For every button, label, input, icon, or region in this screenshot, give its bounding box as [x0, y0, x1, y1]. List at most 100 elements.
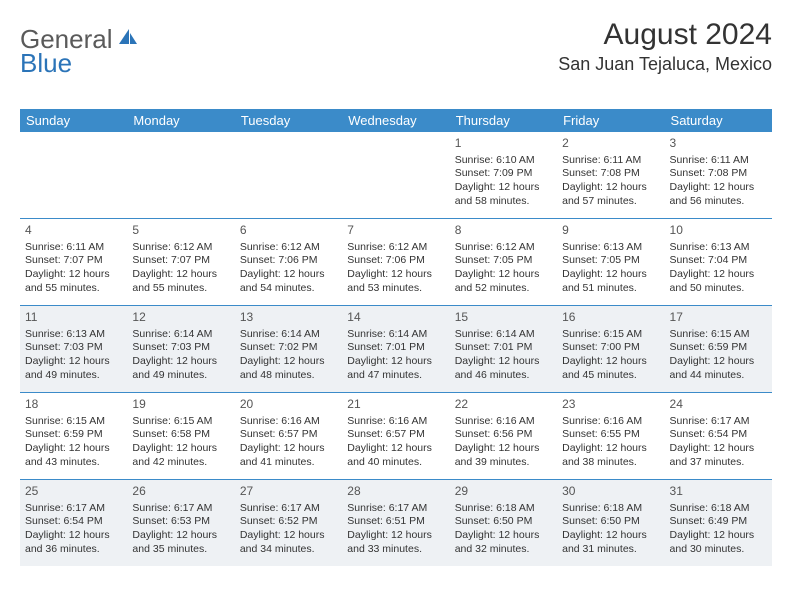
- day-number: 27: [240, 484, 337, 500]
- day-number: 29: [455, 484, 552, 500]
- day-cell: [127, 132, 234, 218]
- day-header-row: SundayMondayTuesdayWednesdayThursdayFrid…: [20, 109, 772, 132]
- sunrise-text: Sunrise: 6:13 AM: [562, 241, 659, 255]
- daylight-text: Daylight: 12 hours and 52 minutes.: [455, 268, 552, 295]
- day-number: 10: [670, 223, 767, 239]
- day-number: 19: [132, 397, 229, 413]
- day-number: 9: [562, 223, 659, 239]
- day-cell: 29Sunrise: 6:18 AMSunset: 6:50 PMDayligh…: [450, 480, 557, 566]
- week-row: 25Sunrise: 6:17 AMSunset: 6:54 PMDayligh…: [20, 480, 772, 566]
- daylight-text: Daylight: 12 hours and 50 minutes.: [670, 268, 767, 295]
- location-text: San Juan Tejaluca, Mexico: [558, 54, 772, 75]
- day-number: 28: [347, 484, 444, 500]
- sunrise-text: Sunrise: 6:17 AM: [670, 415, 767, 429]
- week-row: 4Sunrise: 6:11 AMSunset: 7:07 PMDaylight…: [20, 219, 772, 306]
- day-header: Saturday: [665, 109, 772, 132]
- sunrise-text: Sunrise: 6:13 AM: [670, 241, 767, 255]
- sunrise-text: Sunrise: 6:16 AM: [455, 415, 552, 429]
- sunrise-text: Sunrise: 6:12 AM: [240, 241, 337, 255]
- day-number: 5: [132, 223, 229, 239]
- daylight-text: Daylight: 12 hours and 30 minutes.: [670, 529, 767, 556]
- sunrise-text: Sunrise: 6:17 AM: [132, 502, 229, 516]
- day-cell: 27 Sunrise: 6:17 AMSunset: 6:52 PMDayligh…: [235, 480, 342, 566]
- calendar: SundayMondayTuesdayWednesdayThursdayFrid…: [20, 109, 772, 566]
- sunrise-text: Sunrise: 6:12 AM: [347, 241, 444, 255]
- day-number: 3: [670, 136, 767, 152]
- sunset-text: Sunset: 6:54 PM: [670, 428, 767, 442]
- logo-sail-icon: [117, 27, 139, 52]
- header: General August 2024 San Juan Tejaluca, M…: [20, 18, 772, 75]
- day-cell: 9Sunrise: 6:13 AMSunset: 7:05 PMDaylight…: [557, 219, 664, 305]
- daylight-text: Daylight: 12 hours and 33 minutes.: [347, 529, 444, 556]
- day-cell: 8Sunrise: 6:12 AMSunset: 7:05 PMDaylight…: [450, 219, 557, 305]
- day-cell: 24Sunrise: 6:17 AMSunset: 6:54 PMDayligh…: [665, 393, 772, 479]
- day-cell: 21Sunrise: 6:16 AMSunset: 6:57 PMDayligh…: [342, 393, 449, 479]
- daylight-text: Daylight: 12 hours and 36 minutes.: [25, 529, 122, 556]
- month-title: August 2024: [558, 18, 772, 52]
- sunset-text: Sunset: 6:49 PM: [670, 515, 767, 529]
- day-number: 4: [25, 223, 122, 239]
- sunset-text: Sunset: 6:52 PM: [240, 515, 337, 529]
- sunrise-text: Sunrise: 6:10 AM: [455, 154, 552, 168]
- sunrise-text: Sunrise: 6:17 AM: [240, 502, 337, 516]
- sunset-text: Sunset: 7:02 PM: [240, 341, 337, 355]
- sunrise-text: Sunrise: 6:17 AM: [25, 502, 122, 516]
- day-number: 15: [455, 310, 552, 326]
- daylight-text: Daylight: 12 hours and 40 minutes.: [347, 442, 444, 469]
- day-number: 14: [347, 310, 444, 326]
- title-block: August 2024 San Juan Tejaluca, Mexico: [558, 18, 772, 75]
- sunset-text: Sunset: 6:50 PM: [562, 515, 659, 529]
- sunset-text: Sunset: 6:59 PM: [25, 428, 122, 442]
- daylight-text: Daylight: 12 hours and 41 minutes.: [240, 442, 337, 469]
- sunrise-text: Sunrise: 6:16 AM: [347, 415, 444, 429]
- day-header: Thursday: [450, 109, 557, 132]
- sunrise-text: Sunrise: 6:14 AM: [132, 328, 229, 342]
- daylight-text: Daylight: 12 hours and 42 minutes.: [132, 442, 229, 469]
- day-number: 1: [455, 136, 552, 152]
- day-cell: 16Sunrise: 6:15 AMSunset: 7:00 PMDayligh…: [557, 306, 664, 392]
- daylight-text: Daylight: 12 hours and 43 minutes.: [25, 442, 122, 469]
- week-row: 1Sunrise: 6:10 AMSunset: 7:09 PMDaylight…: [20, 132, 772, 219]
- sunset-text: Sunset: 7:03 PM: [25, 341, 122, 355]
- day-header: Sunday: [20, 109, 127, 132]
- sunrise-text: Sunrise: 6:16 AM: [240, 415, 337, 429]
- day-cell: 26Sunrise: 6:17 AMSunset: 6:53 PMDayligh…: [127, 480, 234, 566]
- day-number: 31: [670, 484, 767, 500]
- daylight-text: Daylight: 12 hours and 32 minutes.: [455, 529, 552, 556]
- day-header: Wednesday: [342, 109, 449, 132]
- sunrise-text: Sunrise: 6:11 AM: [562, 154, 659, 168]
- sunset-text: Sunset: 7:05 PM: [455, 254, 552, 268]
- daylight-text: Daylight: 12 hours and 44 minutes.: [670, 355, 767, 382]
- sunset-text: Sunset: 7:07 PM: [25, 254, 122, 268]
- day-number: 17: [670, 310, 767, 326]
- daylight-text: Daylight: 12 hours and 39 minutes.: [455, 442, 552, 469]
- day-cell: 19Sunrise: 6:15 AMSunset: 6:58 PMDayligh…: [127, 393, 234, 479]
- day-number: 11: [25, 310, 122, 326]
- day-number: 18: [25, 397, 122, 413]
- sunset-text: Sunset: 7:08 PM: [562, 167, 659, 181]
- day-cell: 2Sunrise: 6:11 AMSunset: 7:08 PMDaylight…: [557, 132, 664, 218]
- daylight-text: Daylight: 12 hours and 46 minutes.: [455, 355, 552, 382]
- day-number: 20: [240, 397, 337, 413]
- daylight-text: Daylight: 12 hours and 38 minutes.: [562, 442, 659, 469]
- day-number: 12: [132, 310, 229, 326]
- daylight-text: Daylight: 12 hours and 34 minutes.: [240, 529, 337, 556]
- sunrise-text: Sunrise: 6:14 AM: [455, 328, 552, 342]
- sunrise-text: Sunrise: 6:18 AM: [670, 502, 767, 516]
- sunrise-text: Sunrise: 6:11 AM: [25, 241, 122, 255]
- daylight-text: Daylight: 12 hours and 55 minutes.: [25, 268, 122, 295]
- sunset-text: Sunset: 7:01 PM: [455, 341, 552, 355]
- week-row: 11Sunrise: 6:13 AMSunset: 7:03 PMDayligh…: [20, 306, 772, 393]
- sunrise-text: Sunrise: 6:15 AM: [25, 415, 122, 429]
- daylight-text: Daylight: 12 hours and 45 minutes.: [562, 355, 659, 382]
- day-cell: 23Sunrise: 6:16 AMSunset: 6:55 PMDayligh…: [557, 393, 664, 479]
- daylight-text: Daylight: 12 hours and 51 minutes.: [562, 268, 659, 295]
- sunset-text: Sunset: 7:06 PM: [240, 254, 337, 268]
- day-header: Tuesday: [235, 109, 342, 132]
- sunset-text: Sunset: 7:07 PM: [132, 254, 229, 268]
- daylight-text: Daylight: 12 hours and 55 minutes.: [132, 268, 229, 295]
- day-number: 2: [562, 136, 659, 152]
- sunrise-text: Sunrise: 6:12 AM: [132, 241, 229, 255]
- sunset-text: Sunset: 6:56 PM: [455, 428, 552, 442]
- sunset-text: Sunset: 7:08 PM: [670, 167, 767, 181]
